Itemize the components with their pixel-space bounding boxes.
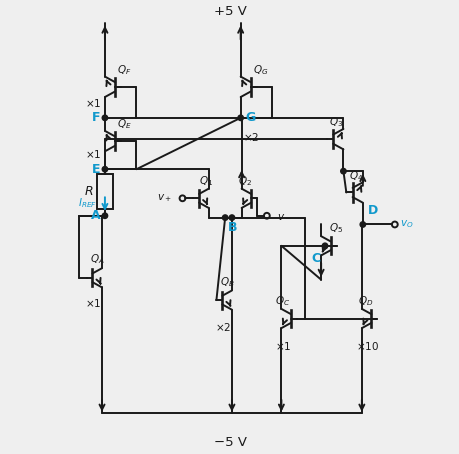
Text: $v_O$: $v_O$ [399, 218, 412, 230]
Circle shape [237, 115, 243, 121]
Text: $Q_G$: $Q_G$ [252, 63, 268, 77]
Text: +5 V: +5 V [213, 5, 246, 18]
Text: $Q_2$: $Q_2$ [237, 174, 251, 188]
Text: F: F [91, 111, 100, 124]
Text: D: D [367, 204, 377, 217]
Text: −5 V: −5 V [213, 436, 246, 449]
Bar [97, 174, 112, 209]
Circle shape [222, 215, 227, 220]
Text: $\times$1: $\times$1 [84, 97, 101, 109]
Text: A: A [90, 209, 100, 222]
Text: $\times$10: $\times$10 [355, 340, 378, 352]
Circle shape [322, 243, 327, 248]
Text: $Q_A$: $Q_A$ [90, 252, 105, 266]
Text: $Q_E$: $Q_E$ [117, 118, 132, 131]
Text: $Q_1$: $Q_1$ [199, 174, 213, 188]
Text: $Q_F$: $Q_F$ [117, 63, 131, 77]
Circle shape [102, 115, 107, 121]
Circle shape [229, 215, 234, 220]
Text: G: G [245, 111, 255, 124]
Text: B: B [228, 222, 237, 234]
Text: $\times$2: $\times$2 [214, 321, 230, 333]
Text: $Q_3$: $Q_3$ [329, 116, 343, 129]
Circle shape [359, 222, 365, 227]
Text: $v_+$: $v_+$ [157, 192, 172, 204]
Circle shape [102, 213, 107, 218]
Text: $Q_D$: $Q_D$ [357, 294, 373, 308]
Text: $Q_5$: $Q_5$ [328, 222, 342, 235]
Text: C: C [310, 252, 319, 265]
Text: $\times$1: $\times$1 [275, 340, 291, 352]
Text: $\times$1: $\times$1 [84, 297, 101, 309]
Circle shape [102, 167, 107, 172]
Text: $Q_B$: $Q_B$ [220, 276, 235, 290]
Text: $I_{REF}$: $I_{REF}$ [78, 196, 97, 210]
Text: $Q_C$: $Q_C$ [275, 294, 290, 308]
Text: $v_-$: $v_-$ [276, 211, 291, 221]
Text: R: R [84, 185, 93, 198]
Text: E: E [91, 163, 100, 176]
Text: $Q_4$: $Q_4$ [348, 169, 362, 183]
Circle shape [340, 168, 345, 174]
Text: $\times$2: $\times$2 [242, 131, 258, 143]
Text: $\times$1: $\times$1 [84, 148, 101, 161]
